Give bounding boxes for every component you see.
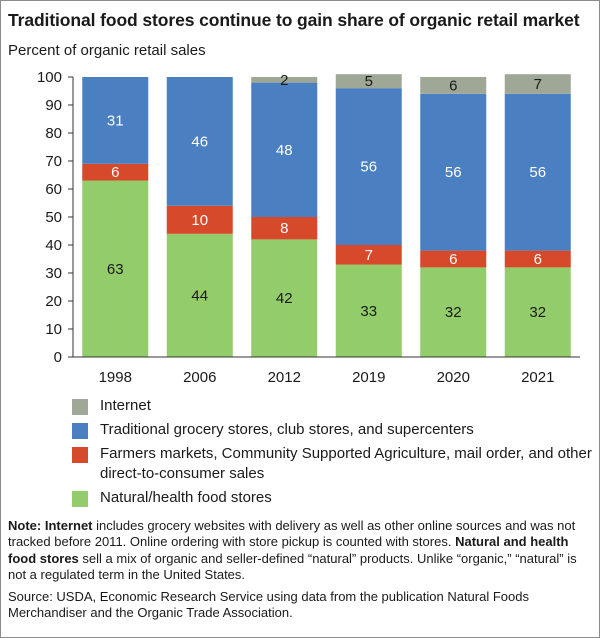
y-tick-label: 40 (45, 237, 62, 254)
legend-swatch-internet (72, 399, 88, 415)
y-tick-label: 10 (45, 321, 62, 338)
bar-segment-traditional-2006 (166, 77, 233, 206)
x-tick-label-2019: 2019 (352, 369, 385, 386)
legend-item-internet: Internet (72, 396, 592, 416)
bar-segment-natural-1998 (82, 180, 149, 357)
bar-segment-traditional-2012 (251, 82, 318, 217)
y-tick-label: 100 (37, 69, 62, 86)
data-label-internet-2019: 5 (365, 73, 373, 90)
data-label-natural-2012: 42 (276, 290, 293, 307)
data-label-traditional-2021: 56 (529, 164, 546, 181)
bar-segment-farmers-2020 (420, 250, 487, 268)
data-label-natural-2006: 44 (191, 287, 208, 304)
data-label-traditional-2020: 56 (445, 164, 462, 181)
data-label-internet-2021: 7 (534, 76, 542, 93)
data-label-natural-2019: 33 (360, 303, 377, 320)
legend-label-natural: Natural/health food stores (100, 489, 272, 506)
stacked-bar-chart: 0 10 20 30 40 50 60 70 80 90 100 63 6 31 44 10 46 42 8 48 2… (37, 69, 580, 386)
x-tick-label-2006: 2006 (183, 369, 216, 386)
bar-segment-natural-2019 (335, 264, 402, 357)
note-internet-text: includes grocery websites with delivery … (8, 518, 576, 550)
bar-segment-natural-2012 (251, 239, 318, 357)
legend-item-traditional: Traditional grocery stores, club stores,… (72, 420, 592, 440)
bar-segment-internet-2020 (420, 77, 487, 94)
data-label-traditional-2012: 48 (276, 142, 293, 159)
data-label-farmers-2006: 10 (191, 212, 208, 229)
bar-segment-traditional-1998 (82, 77, 149, 164)
chart-title: Traditional food stores continue to gain… (8, 10, 580, 30)
y-tick-label: 90 (45, 97, 62, 114)
legend-label-traditional: Traditional grocery stores, club stores,… (100, 421, 474, 438)
data-label-farmers-1998: 6 (111, 164, 119, 181)
bar-segment-internet-2021 (504, 74, 571, 94)
bar-segment-natural-2006 (166, 233, 233, 357)
x-tick-label-1998: 1998 (99, 369, 132, 386)
bar-segment-farmers-2021 (504, 250, 571, 268)
legend-label-internet: Internet (100, 397, 151, 414)
legend-item-natural: Natural/health food stores (72, 488, 592, 508)
source-text: Source: USDA, Economic Research Service … (8, 589, 529, 621)
y-tick-label: 50 (45, 209, 62, 226)
legend-label-farmers: Farmers markets, Community Supported Agr… (100, 445, 592, 482)
data-label-natural-1998: 63 (107, 261, 124, 278)
data-label-farmers-2019: 7 (365, 247, 373, 264)
y-tick-label: 30 (45, 265, 62, 282)
x-tick-label-2012: 2012 (268, 369, 301, 386)
bar-segment-traditional-2019 (335, 88, 402, 245)
notes: Note: Internet includes grocery websites… (8, 518, 594, 622)
data-label-farmers-2012: 8 (280, 220, 288, 237)
data-label-traditional-1998: 31 (107, 112, 124, 129)
note-internet-term: Internet (44, 518, 93, 533)
bar-segment-natural-2021 (504, 267, 571, 357)
data-label-natural-2020: 32 (445, 304, 462, 321)
bar-segment-farmers-2019 (335, 245, 402, 265)
bar-segment-traditional-2020 (420, 93, 487, 251)
bar-segment-traditional-2021 (504, 93, 571, 251)
data-label-natural-2021: 32 (529, 304, 546, 321)
legend-item-farmers: Farmers markets, Community Supported Agr… (72, 444, 592, 484)
bar-segment-farmers-2012 (251, 217, 318, 240)
y-tick-label: 70 (45, 153, 62, 170)
legend-swatch-natural (72, 491, 88, 507)
data-label-internet-2020: 6 (449, 77, 457, 94)
data-label-traditional-2019: 56 (360, 159, 377, 176)
y-tick-label: 20 (45, 293, 62, 310)
data-label-traditional-2006: 46 (191, 133, 208, 150)
note-paragraph: Note: Internet includes grocery websites… (8, 518, 594, 583)
legend-swatch-traditional (72, 423, 88, 439)
y-tick-label: 80 (45, 125, 62, 142)
data-label-farmers-2021: 6 (534, 251, 542, 268)
y-axis: 0 10 20 30 40 50 60 70 80 90 100 (37, 69, 74, 366)
bar-segment-internet-2019 (335, 74, 402, 89)
data-label-farmers-2020: 6 (449, 251, 457, 268)
bar-segment-natural-2020 (420, 267, 487, 357)
y-axis-caption: Percent of organic retail sales (8, 42, 206, 59)
note-prefix: Note: (8, 518, 45, 533)
note-natural-term: Natural and health food stores (8, 534, 569, 566)
y-tick-label: 60 (45, 181, 62, 198)
note-natural-text: sell a mix of organic and seller-defined… (8, 550, 577, 582)
bar-segment-farmers-2006 (166, 205, 233, 234)
x-tick-label-2021: 2021 (521, 369, 554, 386)
legend: Internet Traditional grocery stores, clu… (72, 396, 592, 512)
x-tick-label-2020: 2020 (437, 369, 470, 386)
data-label-internet-2012: 2 (280, 72, 288, 89)
x-axis: 1998 2006 2012 2019 2020 2021 (73, 356, 580, 386)
bar-segment-farmers-1998 (82, 163, 149, 181)
bars: 63 6 31 44 10 46 42 8 48 2 33 7 56 5 32 6 56 6 32 6 56 7 (82, 72, 571, 357)
bar-segment-internet-2012 (251, 77, 318, 83)
legend-swatch-farmers (72, 447, 88, 463)
y-tick-label: 0 (54, 349, 62, 366)
